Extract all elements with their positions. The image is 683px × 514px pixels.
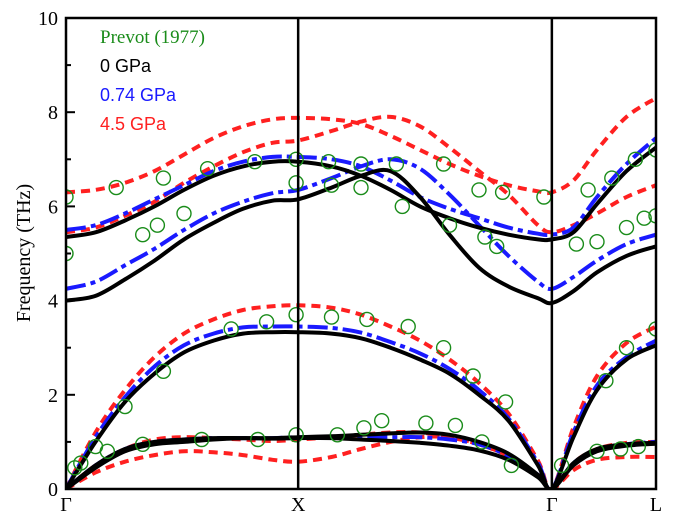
prevot-data-point: [193, 431, 210, 448]
experimental-markers: [66, 142, 656, 476]
y-tick-label: 10: [38, 8, 58, 30]
prevot-data-point: [99, 443, 116, 459]
series-0-74-gpa-branch-3: [66, 324, 656, 489]
prevot-data-point: [465, 368, 481, 384]
y-tick-label: 2: [48, 385, 58, 407]
prevot-data-point: [612, 441, 629, 457]
y-tick-label: 6: [48, 196, 58, 218]
series-0-gpa-branch-2: [66, 167, 656, 306]
prevot-data-point: [589, 443, 605, 459]
legend-entry-0gpa: 0 GPa: [100, 56, 152, 76]
prevot-data-point: [374, 413, 390, 429]
prevot-data-point: [288, 151, 304, 168]
prevot-data-point: [441, 217, 458, 233]
prevot-data-point: [598, 373, 614, 389]
prevot-data-point: [288, 175, 304, 191]
series-0-gpa-branch-1: [66, 145, 656, 243]
prevot-data-point: [494, 184, 511, 201]
prevot-data-point: [323, 177, 340, 193]
y-tick-label: 0: [48, 479, 58, 501]
x-tick-label: Γ: [60, 494, 72, 514]
prevot-data-point: [155, 363, 172, 379]
prevot-data-point: [394, 198, 410, 215]
prevot-data-point: [474, 434, 490, 450]
prevot-data-point: [636, 210, 652, 226]
prevot-data-point: [108, 179, 124, 196]
prevot-data-point: [288, 307, 304, 323]
prevot-data-point: [117, 398, 133, 415]
prevot-data-point: [418, 415, 434, 431]
prevot-data-point: [66, 245, 74, 262]
y-tick-label: 4: [48, 291, 58, 313]
x-tick-label: X: [291, 494, 306, 514]
legend-entry-prevot: Prevot (1977): [100, 27, 205, 48]
prevot-data-point: [388, 156, 405, 172]
prevot-data-point: [477, 229, 493, 245]
series-0-gpa-branch-5: [66, 436, 656, 489]
legend-entry-45gpa: 4.5 GPa: [100, 114, 167, 134]
prevot-data-point: [247, 153, 263, 170]
prevot-data-point: [356, 420, 372, 436]
prevot-data-point: [134, 436, 151, 452]
prevot-data-point: [176, 205, 192, 222]
prevot-data-point: [604, 170, 620, 186]
high-symmetry-lines: [296, 18, 554, 489]
legend: Prevot (1977) 0 GPa 0.74 GPa 4.5 GPa: [100, 27, 205, 134]
x-tick-label: Γ: [546, 494, 558, 514]
y-tick-label: 8: [48, 102, 58, 124]
legend-entry-074gpa: 0.74 GPa: [100, 85, 177, 105]
prevot-data-point: [250, 431, 266, 448]
y-axis-title: Frequency (THz): [13, 184, 35, 322]
x-tick-label: L: [650, 494, 662, 514]
prevot-data-point: [589, 233, 605, 250]
prevot-data-point: [630, 438, 646, 455]
prevot-data-point: [471, 182, 487, 198]
prevot-data-point: [503, 457, 520, 474]
prevot-data-point: [359, 311, 375, 328]
prevot-data-point: [435, 340, 452, 356]
series-0-74-gpa-branch-2: [66, 157, 656, 291]
prevot-data-point: [258, 314, 275, 330]
prevot-data-point: [447, 417, 464, 434]
prevot-data-point: [648, 321, 656, 337]
prevot-data-point: [536, 189, 552, 205]
prevot-data-point: [618, 219, 635, 236]
series-4-5-gpa-branch-4: [66, 434, 656, 489]
prevot-data-point: [329, 427, 346, 443]
prevot-data-point: [648, 142, 656, 158]
prevot-data-point: [288, 427, 304, 443]
prevot-data-point: [199, 160, 216, 177]
prevot-data-point: [149, 217, 166, 233]
prevot-data-point: [134, 226, 151, 243]
prevot-data-point: [155, 170, 172, 186]
prevot-data-point: [580, 182, 596, 198]
prevot-data-point: [223, 321, 239, 337]
series-0-gpa-branch-3: [66, 329, 656, 489]
prevot-data-point: [66, 189, 74, 205]
prevot-data-point: [627, 151, 644, 168]
prevot-data-point: [618, 340, 635, 356]
prevot-data-point: [435, 156, 452, 172]
prevot-data-point: [400, 318, 416, 335]
prevot-data-point: [648, 208, 656, 224]
prevot-data-point: [353, 179, 369, 196]
dispersion-curves: [66, 96, 656, 489]
series-4-5-gpa-branch-1: [66, 96, 656, 196]
prevot-data-point: [353, 156, 369, 172]
prevot-data-point: [489, 238, 505, 255]
prevot-data-point: [568, 236, 585, 252]
prevot-data-point: [497, 394, 514, 410]
prevot-data-point: [323, 309, 340, 325]
y-axis-ticks: 0 2 4 6 8 10: [38, 8, 75, 501]
prevot-data-point: [553, 457, 570, 474]
prevot-data-point: [320, 153, 337, 170]
prevot-data-point: [73, 455, 89, 471]
